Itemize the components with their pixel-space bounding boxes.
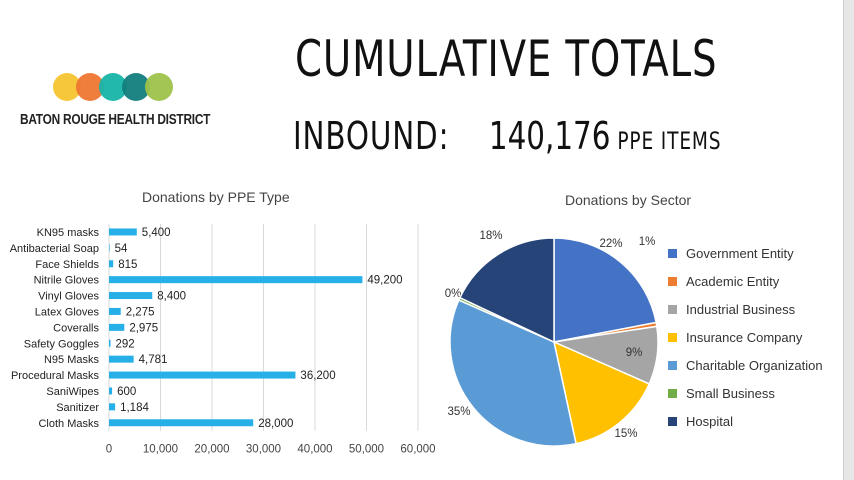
- logo: BATON ROUGE HEALTH DISTRICT: [20, 70, 215, 135]
- category-label: Coveralls: [53, 322, 99, 334]
- legend-label: Academic Entity: [686, 274, 780, 289]
- category-label: Procedural Masks: [11, 370, 100, 382]
- category-label: KN95 masks: [37, 227, 100, 239]
- x-tick-label: 10,000: [143, 444, 178, 456]
- bar-value-label: 5,400: [142, 227, 171, 239]
- pie-slice: [458, 237, 555, 344]
- legend-item: Industrial Business: [668, 302, 795, 318]
- legend-swatch: [668, 305, 677, 315]
- logo-text: BATON ROUGE HEALTH DISTRICT: [20, 112, 211, 128]
- category-label: Safety Goggles: [24, 338, 100, 350]
- pie-chart: 22% 1% 9% 15% 35% 0% 18%: [445, 230, 659, 447]
- bar: [109, 276, 363, 284]
- bar-value-label: 600: [117, 386, 136, 398]
- pie-slice: [449, 299, 577, 447]
- x-tick-label: 50,000: [349, 444, 384, 456]
- category-label: Sanitizer: [56, 402, 99, 414]
- category-label: SaniWipes: [46, 386, 99, 398]
- pie-value-label: 35%: [447, 406, 470, 418]
- legend-label: Industrial Business: [686, 302, 796, 317]
- pie-value-label: 0%: [445, 288, 462, 300]
- legend-label: Insurance Company: [686, 330, 803, 345]
- category-label: Face Shields: [35, 259, 99, 271]
- legend-swatch: [668, 389, 677, 399]
- legend-item: Charitable Organization: [668, 358, 823, 374]
- legend-label: Charitable Organization: [686, 358, 823, 373]
- x-tick-label: 40,000: [297, 444, 332, 456]
- legend-swatch: [668, 417, 677, 427]
- pie-slice: [552, 340, 651, 445]
- bar: [109, 339, 111, 347]
- legend-item: Academic Entity: [668, 274, 779, 290]
- bar-value-label: 36,200: [300, 370, 335, 382]
- pie-chart-title: Donations by Sector: [565, 192, 692, 208]
- pie-value-label: 9%: [626, 347, 643, 359]
- bar: [109, 244, 110, 252]
- bar: [109, 387, 113, 395]
- category-label: Latex Gloves: [35, 306, 100, 318]
- inbound-unit: PPE ITEMS: [617, 127, 722, 155]
- category-label: Nitrile Gloves: [34, 275, 100, 287]
- bar: [109, 228, 137, 236]
- x-tick-label: 60,000: [400, 444, 435, 456]
- legend-swatch: [668, 277, 677, 287]
- bar-value-label: 2,275: [126, 306, 155, 318]
- pie-value-label: 15%: [614, 428, 637, 440]
- bar-value-label: 292: [116, 338, 135, 350]
- inbound-label: INBOUND:: [293, 114, 450, 158]
- bar: [109, 307, 121, 315]
- bar: [109, 260, 114, 268]
- bar-value-label: 4,781: [139, 354, 168, 366]
- bar-value-label: 1,184: [120, 402, 149, 414]
- legend-item: Government Entity: [668, 246, 794, 262]
- legend-item: Insurance Company: [668, 330, 802, 346]
- bar-chart-title: Donations by PPE Type: [142, 189, 290, 205]
- x-tick-label: 30,000: [246, 444, 281, 456]
- bar-value-label: 815: [118, 259, 137, 271]
- bar-value-label: 49,200: [367, 275, 402, 287]
- x-tick-label: 0: [106, 444, 112, 456]
- bar: [109, 419, 254, 427]
- bar-value-label: 54: [115, 243, 128, 255]
- logo-circle-5: [145, 73, 173, 101]
- bar-value-label: 8,400: [157, 291, 186, 303]
- category-label: Antibacterial Soap: [10, 243, 99, 255]
- bar: [109, 403, 116, 411]
- legend-swatch: [668, 361, 677, 371]
- pie-value-label: 1%: [639, 236, 656, 248]
- bar-value-label: 2,975: [129, 322, 158, 334]
- legend-swatch: [668, 333, 677, 343]
- bar: [109, 292, 153, 300]
- legend-item: Hospital: [668, 414, 733, 430]
- legend-swatch: [668, 249, 677, 259]
- legend-label: Small Business: [686, 386, 775, 401]
- bar-chart: 0 10,000 20,000 30,000 40,000 50,000 60,000 KN9…: [10, 224, 436, 456]
- bar: [109, 323, 125, 331]
- category-label: N95 Masks: [44, 354, 100, 366]
- category-label: Vinyl Gloves: [38, 291, 99, 303]
- legend-label: Hospital: [686, 414, 733, 429]
- pie-value-label: 18%: [479, 230, 502, 242]
- inbound-value: 140,176: [488, 114, 611, 158]
- inbound-total: INBOUND: 140,176 PPE ITEMS: [293, 114, 721, 158]
- x-tick-label: 20,000: [194, 444, 229, 456]
- bar: [109, 371, 296, 379]
- legend-label: Government Entity: [686, 246, 794, 261]
- page-title: CUMULATIVE TOTALS: [295, 30, 718, 88]
- bar-value-label: 28,000: [258, 418, 293, 430]
- legend-item: Small Business: [668, 386, 775, 402]
- category-label: Cloth Masks: [38, 418, 99, 430]
- pie-slice: [553, 237, 658, 343]
- window-edge: [843, 0, 854, 480]
- pie-value-label: 22%: [599, 238, 622, 250]
- bar: [109, 355, 134, 363]
